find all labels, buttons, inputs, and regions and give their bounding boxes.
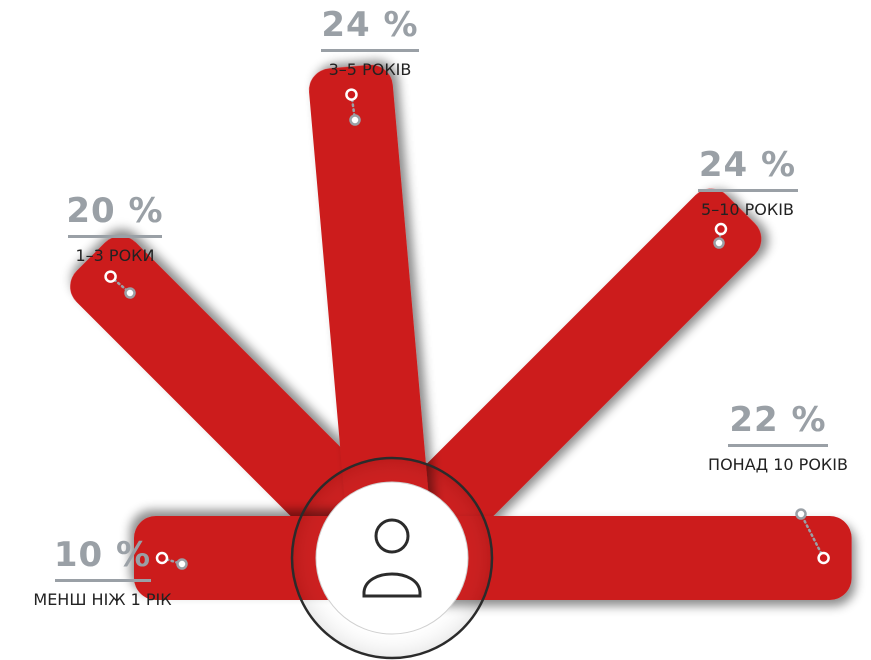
bar-4 bbox=[392, 516, 852, 600]
connector-dot-3 bbox=[714, 222, 728, 236]
category-label-4: ПОНАД 10 РОКІВ bbox=[708, 455, 848, 474]
underline-3 bbox=[697, 189, 798, 192]
bar-2 bbox=[309, 64, 433, 560]
value-label-3: 24 % bbox=[698, 145, 797, 185]
value-block-2: 24 % 3–5 РОКІВ bbox=[300, 5, 440, 80]
category-label-2: 3–5 РОКІВ bbox=[328, 60, 412, 79]
connector-ring-0 bbox=[176, 558, 188, 570]
value-label-1: 20 % bbox=[66, 191, 164, 231]
underline-2 bbox=[321, 49, 419, 52]
category-label-3: 5–10 РОКІВ bbox=[701, 200, 794, 219]
connector-dot-2 bbox=[345, 88, 358, 101]
underline-1 bbox=[68, 235, 162, 238]
category-label-0: МЕНШ НІЖ 1 РІК bbox=[33, 590, 172, 609]
value-block-3: 24 % 5–10 РОКІВ bbox=[675, 145, 820, 220]
connector-dot-1 bbox=[104, 270, 117, 283]
value-label-0: 10 % bbox=[53, 535, 152, 575]
connector-ring-3 bbox=[713, 237, 725, 249]
category-label-1: 1–3 РОКИ bbox=[75, 246, 155, 265]
connector-ring-2 bbox=[349, 114, 361, 126]
value-block-4: 22 % ПОНАД 10 РОКІВ bbox=[688, 400, 868, 475]
connector-ring-1 bbox=[124, 287, 136, 299]
connector-dot-4 bbox=[817, 551, 830, 565]
underline-0 bbox=[54, 579, 151, 582]
connector-ring-4 bbox=[795, 508, 807, 520]
bar-3 bbox=[371, 188, 762, 579]
connector-dot-0 bbox=[155, 551, 169, 565]
connector-line-4 bbox=[799, 512, 825, 560]
value-label-4: 22 % bbox=[729, 400, 827, 440]
value-block-0: 10 % МЕНШ НІЖ 1 РІК bbox=[10, 535, 195, 610]
center-hub bbox=[290, 456, 494, 660]
person-icon bbox=[362, 518, 422, 598]
value-label-2: 24 % bbox=[321, 5, 419, 45]
underline-4 bbox=[728, 444, 828, 447]
value-block-1: 20 % 1–3 РОКИ bbox=[50, 191, 180, 266]
